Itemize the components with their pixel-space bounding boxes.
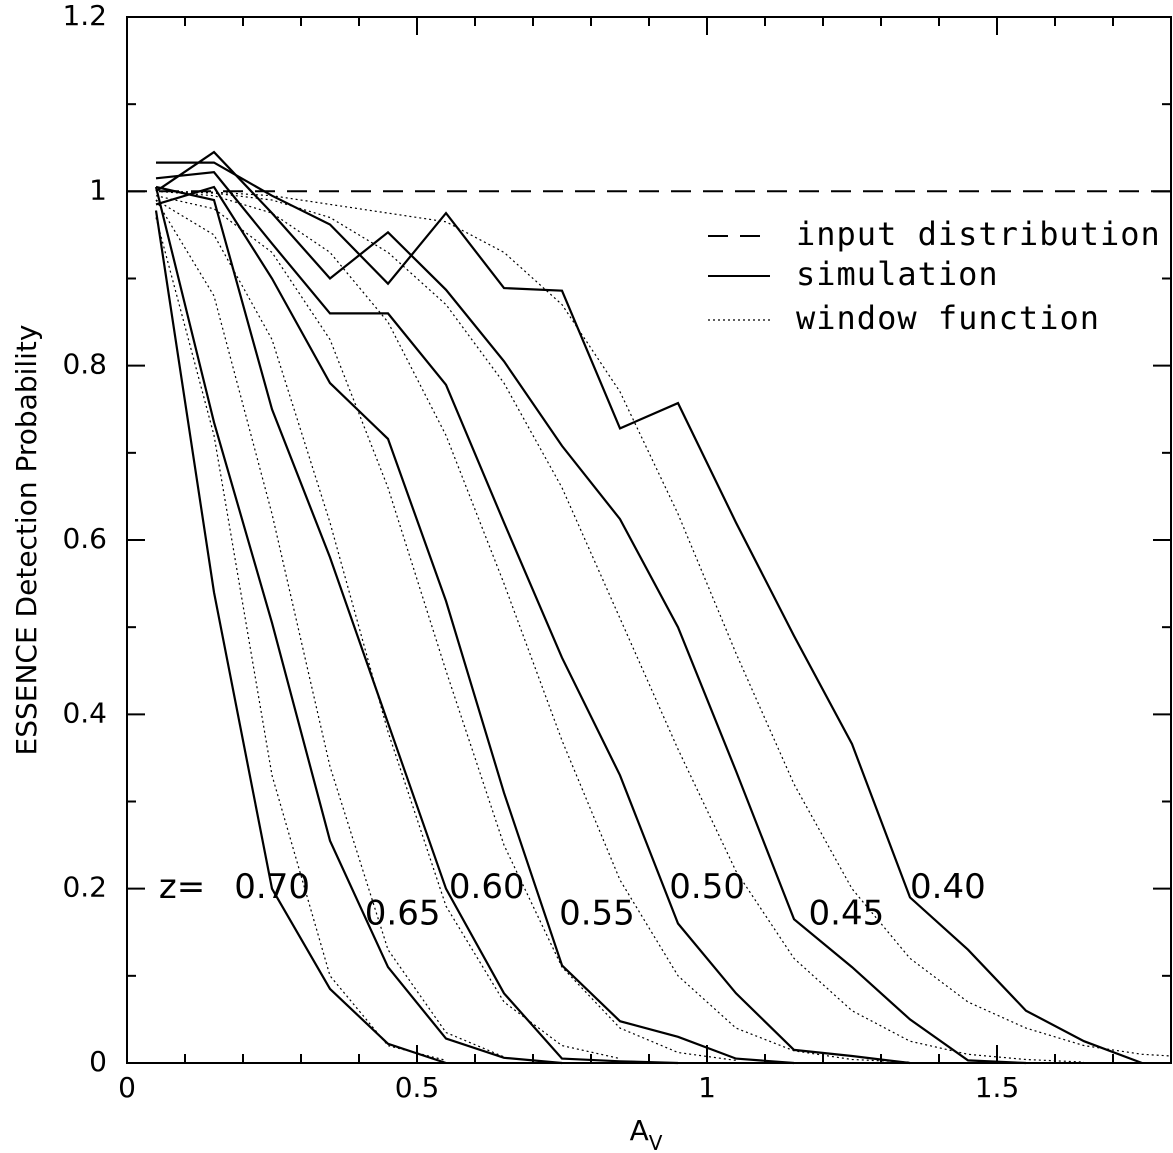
legend-label-input: input distribution [796, 215, 1161, 253]
z-label-070: 0.70 [234, 867, 310, 907]
legend-label-window: window function [796, 299, 1100, 337]
window-function-z060 [155, 199, 621, 1060]
simulation-z070 [154, 210, 447, 1065]
simulation-z040 [156, 161, 1143, 1065]
z-label-055: 0.55 [559, 893, 635, 933]
window-function-z055 [155, 195, 737, 1061]
z-label-065: 0.65 [365, 893, 441, 933]
x-axis-title-sub: V [649, 1131, 663, 1153]
legend: input distribution simulation window fun… [708, 215, 1161, 337]
y-tick-label: 0.8 [62, 348, 107, 381]
z-label-045: 0.45 [809, 893, 885, 933]
tick-labels: 0 0.5 1 1.5 0 0.2 0.4 0.6 0.8 1 1.2 [62, 0, 1019, 1104]
y-tick-label: 1 [89, 173, 107, 206]
window-function-z065 [155, 199, 505, 1058]
x-tick-label: 0.5 [395, 1071, 440, 1104]
x-tick-label: 1 [698, 1071, 716, 1104]
z-label-040: 0.40 [910, 867, 986, 907]
window-function-curves [155, 190, 1172, 1063]
y-axis-title: ESSENCE Detection Probability [10, 325, 43, 756]
y-tick-label: 0.2 [62, 871, 107, 904]
x-axis-title-main: A [630, 1114, 649, 1147]
simulation-curves [154, 150, 1143, 1065]
simulation-z065 [154, 186, 563, 1065]
simulation-z050 [155, 171, 911, 1065]
z-prefix-label: z= [159, 867, 205, 907]
window-function-z040 [155, 190, 1172, 1057]
window-function-z045 [155, 190, 1085, 1063]
y-tick-label: 1.2 [62, 0, 107, 32]
y-tick-label: 0 [89, 1045, 107, 1078]
y-tick-label: 0.6 [62, 522, 107, 555]
simulation-z045 [155, 150, 1027, 1065]
y-tick-label: 0.4 [62, 696, 107, 729]
simulation-z060 [155, 185, 679, 1065]
redshift-labels: z= 0.70 0.650.60 0.55 0.50 0.45 0.40 [159, 867, 986, 933]
x-tick-label: 0 [118, 1071, 136, 1104]
x-axis-title: AV [630, 1114, 663, 1153]
legend-label-simulation: simulation [796, 255, 999, 293]
x-tick-label: 1.5 [975, 1071, 1020, 1104]
simulation-z055 [155, 185, 795, 1065]
z-label-060: 0.60 [449, 867, 525, 907]
z-label-050: 0.50 [669, 867, 745, 907]
window-function-z050 [155, 190, 911, 1063]
